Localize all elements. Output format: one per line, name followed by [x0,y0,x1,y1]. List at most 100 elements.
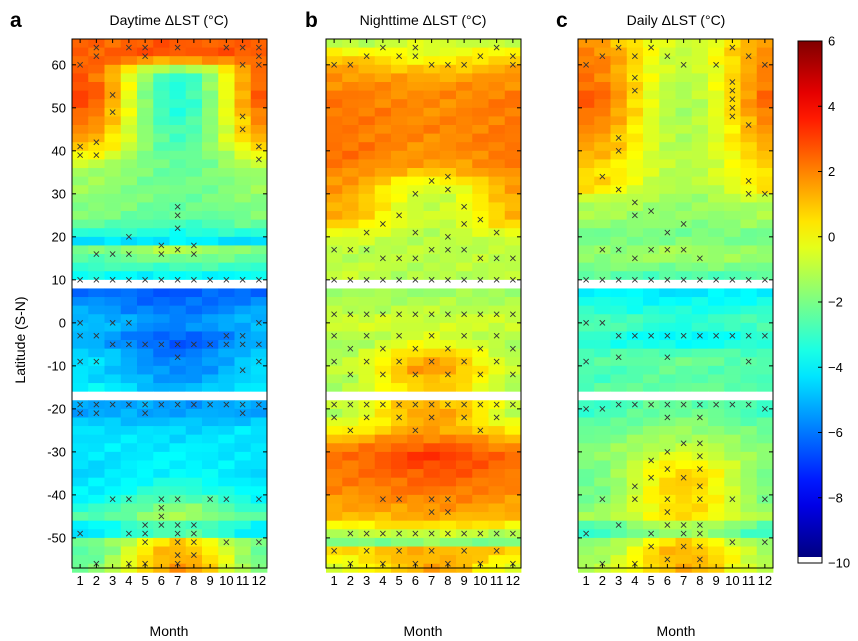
heatmap-cell [439,142,457,152]
heatmap-cell [472,434,489,444]
heatmap-cell [358,150,376,160]
heatmap-cell [185,262,203,272]
heatmap-cell [120,322,138,332]
significance-marker [239,126,246,133]
heatmap-cell [439,219,457,229]
heatmap-cell [626,503,644,513]
heatmap-cell [456,417,473,427]
heatmap-cell [756,434,774,444]
heatmap-cell [120,116,138,126]
significance-marker [680,401,687,408]
heatmap-cell [120,555,138,565]
heatmap-cell [88,125,105,135]
heatmap-cell [423,305,441,315]
heatmap-cell [456,39,473,48]
significance-marker [444,246,451,253]
heatmap-cell [708,460,725,470]
heatmap-cell [610,90,628,100]
heatmap-cell [185,159,203,169]
heatmap-cell [72,374,89,384]
heatmap-cell [88,219,105,229]
heatmap-cell [250,391,268,401]
heatmap-cell [234,288,252,298]
significance-marker [444,186,451,193]
heatmap-cell [610,383,628,393]
significance-marker [396,311,403,318]
heatmap-cell [594,228,611,238]
heatmap-cell [88,443,105,453]
significance-marker [239,276,246,283]
heatmap-cell [472,477,489,487]
heatmap-cell [153,546,170,556]
heatmap-cell [407,477,424,487]
heatmap-cell [342,56,359,66]
heatmap-cell [250,56,268,66]
heatmap-cell [374,417,392,427]
x-tick-label: 1 [77,573,84,588]
heatmap-cell [326,193,343,203]
heatmap-cell [358,47,376,57]
heatmap-cell [578,391,595,401]
heatmap-cell [326,168,343,178]
heatmap-cell [724,434,741,444]
significance-marker [347,371,354,378]
x-tick-label: 8 [190,573,197,588]
significance-marker [461,530,468,537]
panel-a: a Daytime ΔLST (°C) 1 2 3 4 5 6 7 8 9 10 11 1260504… [10,9,268,639]
heatmap-cell [504,47,522,57]
heatmap-cell [326,383,343,393]
heatmap-cell [472,537,489,547]
heatmap-cell [423,503,441,513]
heatmap-cell [218,176,235,186]
heatmap-cell [358,271,376,281]
heatmap-cell [391,374,408,384]
heatmap-cell [724,168,741,178]
significance-marker [412,44,419,51]
heatmap-cell [691,537,709,547]
heatmap-cell [120,168,138,178]
heatmap-cell [169,47,187,57]
significance-marker [77,61,84,68]
heatmap-cell [72,193,89,203]
heatmap-cell [185,133,203,143]
heatmap-cell [72,297,89,307]
heatmap-cell [169,236,187,246]
heatmap-cell [756,426,774,436]
heatmap-cell [439,331,457,341]
heatmap-cell [610,271,628,281]
significance-marker [109,496,116,503]
heatmap-cell [72,202,89,212]
heatmap-cell [643,254,660,264]
heatmap-cell [659,434,676,444]
heatmap-cell [659,546,676,556]
heatmap-cell [88,314,105,324]
heatmap-cell [374,365,392,375]
heatmap-cell [88,546,105,556]
heatmap-cell [218,348,235,358]
heatmap-cell [488,159,506,169]
heatmap-cell [104,434,122,444]
heatmap-cell [708,443,725,453]
heatmap-cell [423,150,441,160]
heatmap-cell [169,262,187,272]
heatmap-cell [756,529,774,539]
heatmap-cell [250,529,268,539]
heatmap-cell [88,99,105,109]
heatmap-cell [72,73,89,83]
heatmap-cell [202,82,219,92]
heatmap-cell [504,512,522,522]
heatmap-cell [708,383,725,393]
heatmap-cell [120,159,138,169]
heatmap-cell [104,219,122,229]
y-tick-label: -40 [47,487,66,502]
significance-marker [174,401,181,408]
significance-marker [729,332,736,339]
heatmap-cell [626,469,644,479]
y-tick-label: 10 [52,272,66,287]
significance-marker [125,276,132,283]
heatmap-cell [740,245,758,255]
significance-marker [125,44,132,51]
heatmap-cell [488,374,506,384]
heatmap-cell [724,82,741,92]
heatmap-cell [250,159,268,169]
